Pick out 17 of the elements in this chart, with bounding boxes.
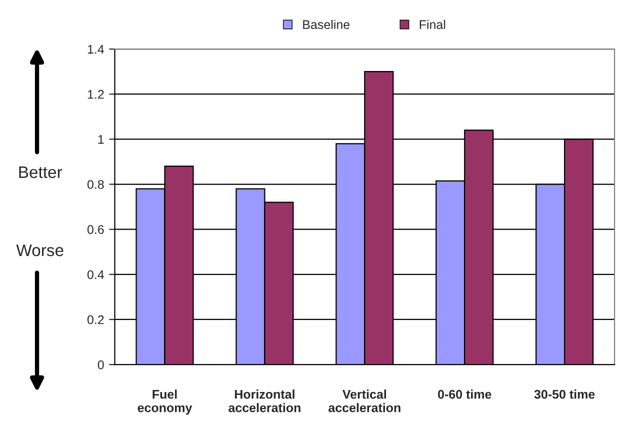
y-tick-label: 0.8 (87, 180, 104, 189)
x-tick-label: Horizontal acceleration (228, 390, 300, 412)
x-tick-label: 30-50 time (534, 390, 595, 399)
legend-label: Final (420, 20, 446, 30)
y-tick-label: 1 (98, 135, 104, 144)
y-tick-label: 1.4 (88, 44, 104, 54)
x-tick-label: 0-60 time (438, 390, 492, 399)
y-tick-label: 0.4 (87, 270, 104, 280)
text: Worse (16, 244, 64, 256)
x-tick-label: Vertical acceleration (328, 390, 400, 412)
legend-label: Baseline (303, 20, 350, 30)
y-tick-label: 0.2 (87, 315, 104, 324)
y-tick-label: 0 (98, 360, 104, 370)
x-tick-label: Fuel economy (138, 390, 192, 415)
y-tick-label: 0.6 (87, 225, 104, 234)
y-tick-label: 1.2 (88, 90, 104, 99)
text: Better (19, 166, 62, 178)
